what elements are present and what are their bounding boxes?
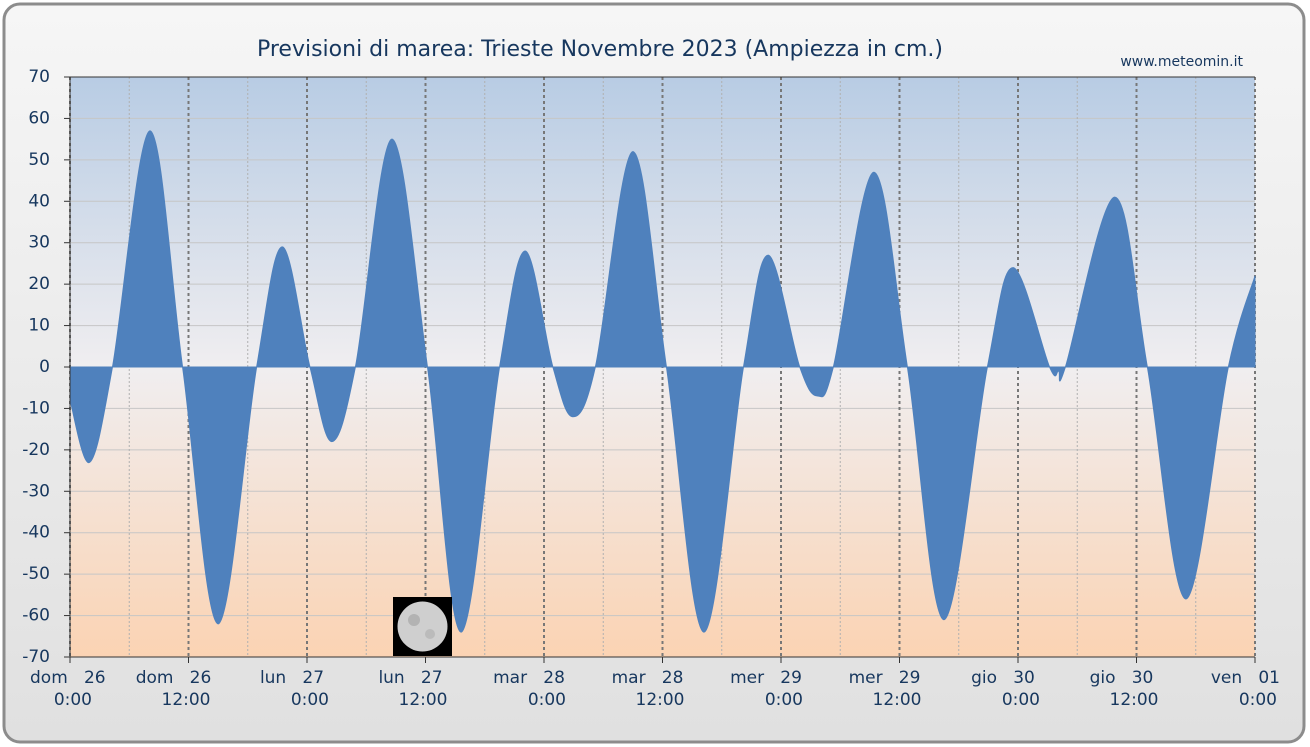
y-tick-label: -70: [22, 647, 50, 667]
source: www.meteomin.it: [1120, 54, 1243, 70]
y-tick-label: -10: [22, 398, 50, 418]
x-tick-time: 12:00: [399, 690, 448, 710]
y-tick-label: 60: [28, 108, 50, 128]
x-tick-label: mar 28: [612, 668, 684, 688]
y-tick-label: -60: [22, 606, 50, 626]
x-tick-label: lun 27: [260, 668, 324, 688]
x-tick-time: 0:00: [291, 690, 329, 710]
x-tick-time: 12:00: [873, 690, 922, 710]
x-tick-time: 0:00: [528, 690, 566, 710]
chart-title: Previsioni di marea: Trieste Novembre 20…: [257, 37, 943, 62]
y-tick-label: 50: [28, 150, 50, 170]
y-tick-label: -20: [22, 440, 50, 460]
x-tick-time: 12:00: [1110, 690, 1159, 710]
x-tick-time: 12:00: [636, 690, 685, 710]
y-tick-label: -50: [22, 564, 50, 584]
y-tick-label: -30: [22, 481, 50, 501]
y-tick-label: -40: [22, 523, 50, 543]
x-tick-label: gio 30: [971, 668, 1035, 688]
x-tick-time: 0:00: [1239, 690, 1277, 710]
x-tick-label: mer 29: [849, 668, 921, 688]
tide-area: [69, 130, 1256, 633]
x-tick-label: dom 26: [30, 668, 106, 688]
x-tick-label: mar 28: [493, 668, 565, 688]
x-tick-time: 0:00: [1002, 690, 1040, 710]
x-tick-label: lun 27: [378, 668, 442, 688]
x-tick-time: 0:00: [765, 690, 803, 710]
moon-icon: [393, 597, 452, 656]
x-tick-time: 0:00: [54, 690, 92, 710]
x-tick-label: ven 01: [1211, 668, 1280, 688]
x-tick-label: mer 29: [730, 668, 802, 688]
y-tick-label: 40: [28, 191, 50, 211]
x-tick-time: 12:00: [162, 690, 211, 710]
y-tick-label: 30: [28, 233, 50, 253]
y-tick-label: 10: [28, 316, 50, 336]
y-tick-label: 20: [28, 274, 50, 294]
x-tick-label: gio 30: [1090, 668, 1154, 688]
x-tick-label: dom 26: [136, 668, 212, 688]
y-tick-label: 70: [28, 67, 50, 87]
y-tick-label: 0: [39, 357, 50, 377]
